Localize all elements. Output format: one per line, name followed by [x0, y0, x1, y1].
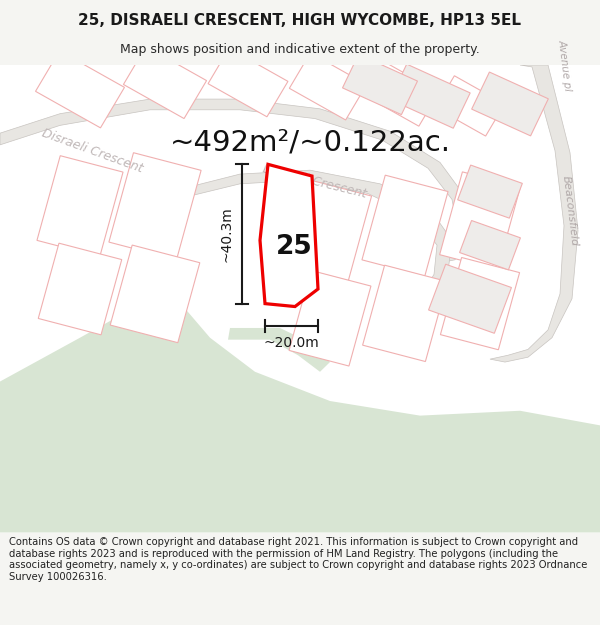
Text: Map shows position and indicative extent of the property.: Map shows position and indicative extent…: [120, 43, 480, 56]
Text: Disraeli Crescent: Disraeli Crescent: [262, 162, 368, 201]
Text: Contains OS data © Crown copyright and database right 2021. This information is : Contains OS data © Crown copyright and d…: [9, 537, 587, 582]
Text: Beaconsfield: Beaconsfield: [561, 175, 579, 247]
Text: ~492m²/~0.122ac.: ~492m²/~0.122ac.: [170, 129, 451, 157]
Text: ~40.3m: ~40.3m: [220, 206, 234, 262]
Text: Avenue pl: Avenue pl: [557, 39, 573, 91]
Polygon shape: [35, 51, 124, 128]
Polygon shape: [362, 175, 448, 276]
Text: 25: 25: [276, 234, 313, 259]
Polygon shape: [0, 99, 470, 262]
Polygon shape: [428, 264, 511, 333]
Text: ~20.0m: ~20.0m: [263, 336, 319, 350]
Polygon shape: [190, 170, 452, 289]
Polygon shape: [109, 152, 201, 260]
Polygon shape: [458, 165, 523, 218]
Polygon shape: [37, 156, 123, 257]
Polygon shape: [228, 328, 330, 372]
Polygon shape: [110, 245, 200, 342]
Polygon shape: [343, 54, 418, 114]
Polygon shape: [472, 72, 548, 136]
Polygon shape: [260, 164, 318, 306]
Polygon shape: [289, 53, 367, 120]
Polygon shape: [289, 181, 371, 281]
Polygon shape: [124, 46, 206, 119]
Polygon shape: [362, 265, 448, 361]
Polygon shape: [490, 65, 578, 362]
Text: 25, DISRAELI CRESCENT, HIGH WYCOMBE, HP13 5EL: 25, DISRAELI CRESCENT, HIGH WYCOMBE, HP1…: [79, 13, 521, 28]
Text: Disraeli Crescent: Disraeli Crescent: [40, 126, 145, 175]
Polygon shape: [440, 172, 520, 270]
Polygon shape: [390, 64, 470, 128]
Polygon shape: [38, 243, 122, 335]
Polygon shape: [460, 221, 520, 270]
Polygon shape: [436, 76, 505, 136]
Polygon shape: [289, 271, 371, 366]
Polygon shape: [0, 65, 600, 532]
Polygon shape: [365, 62, 439, 126]
Polygon shape: [208, 48, 288, 117]
Polygon shape: [440, 258, 520, 350]
Polygon shape: [0, 299, 600, 532]
